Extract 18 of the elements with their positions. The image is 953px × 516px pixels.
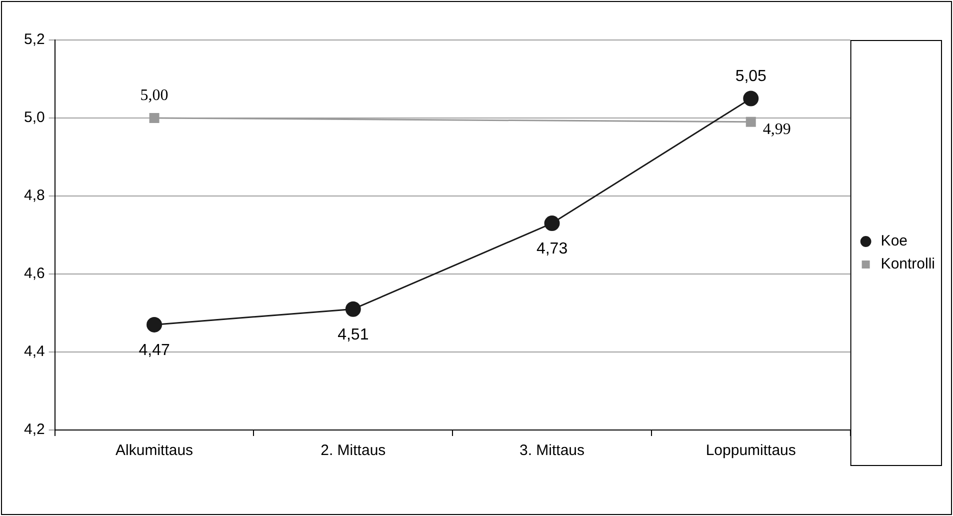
x-tick-label: 3. Mittaus	[519, 442, 585, 460]
legend-label: Koe	[880, 232, 908, 250]
y-tick-label: 4,4	[24, 343, 45, 360]
y-tick-label: 4,8	[24, 187, 45, 204]
data-label: 5,05	[735, 68, 767, 85]
data-label: 4,73	[536, 240, 568, 258]
legend-label: Kontrolli	[880, 256, 936, 273]
x-tick-label: Loppumittaus	[706, 442, 796, 460]
y-tick-label: 5,2	[24, 31, 45, 48]
data-label: 4,51	[338, 326, 369, 344]
y-tick-label: 4,6	[24, 265, 45, 282]
x-tick-label: 2. Mittaus	[320, 442, 386, 460]
data-label: 4,99	[762, 121, 791, 138]
x-tick-label: Alkumittaus	[116, 442, 194, 460]
y-tick-label: 5,0	[24, 109, 45, 126]
y-tick-label: 4,2	[24, 421, 45, 438]
data-label: 5,00	[140, 87, 168, 104]
data-label: 4,47	[138, 342, 170, 360]
